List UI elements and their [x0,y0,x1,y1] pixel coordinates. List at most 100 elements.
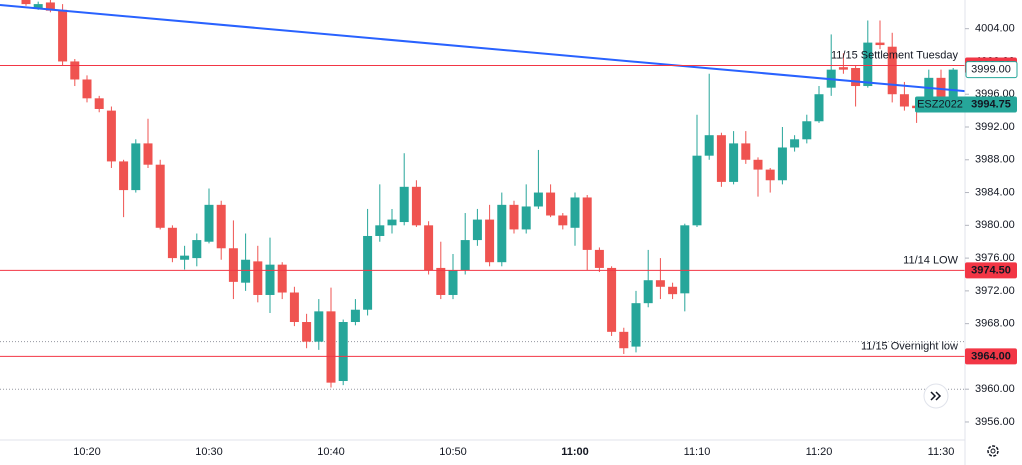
candle-body [619,331,629,349]
candle-body [582,197,592,250]
symbol-box [915,96,1017,113]
candle-body [533,192,543,207]
candle-body [143,143,153,165]
y-tick-label: 3972.00 [975,285,1015,297]
level-price-label: 3974.50 [971,264,1011,276]
candle-body [350,309,360,323]
y-tick-label: 3980.00 [975,219,1015,231]
scroll-icon [930,391,942,401]
candle-body [863,42,873,87]
candle-body [741,143,751,160]
candle-body [21,0,31,5]
y-tick-label: 3992.00 [975,121,1015,133]
candle-body [802,121,812,140]
candle-body [521,206,531,230]
last-price-box [965,61,1018,79]
candle-body [314,311,324,342]
candle-body [94,98,104,109]
candle-body [265,264,275,295]
x-tick-label: 11:00 [561,446,589,458]
symbol-price: 3994.75 [971,98,1011,110]
candle-body [375,225,385,236]
y-tick-label: 3976.00 [975,252,1015,264]
candle-body [131,143,141,191]
candle-body [875,42,885,46]
candle-body [851,68,861,87]
candle-body [363,235,373,310]
candle-body [253,261,263,295]
candle-body [167,227,177,259]
candle-body [106,110,116,162]
candle-body [204,204,214,242]
scroll-button[interactable] [923,383,949,409]
candle-body [436,267,446,295]
candle-body [948,69,958,99]
candle-body [399,186,409,223]
candle-body [424,225,434,271]
x-tick-label: 11:30 [928,446,955,458]
candle-body [192,240,202,259]
candle-body [460,240,470,271]
y-tick-label: 4008.00 [975,0,1015,2]
plot-area [0,0,965,390]
x-tick-label: 10:50 [439,446,467,458]
candle-body [924,77,934,107]
y-tick-label: 4004.00 [975,23,1015,35]
y-tick-label: 3956.00 [975,416,1015,428]
candle-body [814,94,824,122]
x-tick-label: 11:20 [806,446,833,458]
symbol-name: ESZ2022 [917,98,963,110]
candle-body [790,139,800,148]
candle-body [472,219,482,241]
candle-body [838,67,848,70]
candle-body [58,9,68,62]
x-tick-label: 10:30 [195,446,223,458]
candle-body [387,219,397,226]
candle-body [302,322,312,342]
candle-body [326,311,336,383]
level-price-box [965,348,1017,365]
x-tick-label: 11:10 [684,446,711,458]
candle-body [558,215,568,226]
candle-body [546,192,556,216]
y-tick-label: 3968.00 [975,318,1015,330]
candle-body [228,248,238,282]
gear-icon[interactable] [987,445,999,457]
last-price-label: 3999.00 [971,64,1011,76]
candle-body [716,135,726,182]
candle-body [594,249,604,268]
candle-body [570,197,580,228]
y-tick-label: 3984.00 [975,186,1015,198]
level-label: 11/15 Settlement Tuesday [831,49,958,61]
trendline [0,4,965,93]
candle-body [765,169,775,181]
level-price-label: 3964.00 [971,350,1011,362]
candle-body [277,264,287,293]
settings-button[interactable] [987,445,999,457]
y-tick-label: 3988.00 [975,154,1015,166]
candle-body [777,147,787,181]
candle-body [411,186,421,226]
candle-body [643,280,653,304]
candle-body [497,204,507,263]
candle-body [45,2,55,11]
candle-body [631,303,641,347]
candle-body [70,61,80,80]
candle-body [33,4,43,9]
candle-body [753,159,763,170]
candle-body [509,204,519,230]
candle-body [338,322,348,382]
candle-body [655,280,665,287]
candle-body [180,255,190,260]
candle-body [704,135,714,156]
gear-center [990,448,996,454]
candle-body [241,259,251,283]
level-label: 11/15 Overnight low [861,340,958,352]
y-tick-label: 3960.00 [975,383,1015,395]
candle-body [887,46,897,95]
level-price-box [965,262,1017,279]
candle-body [668,286,678,295]
candle-body [216,204,226,249]
